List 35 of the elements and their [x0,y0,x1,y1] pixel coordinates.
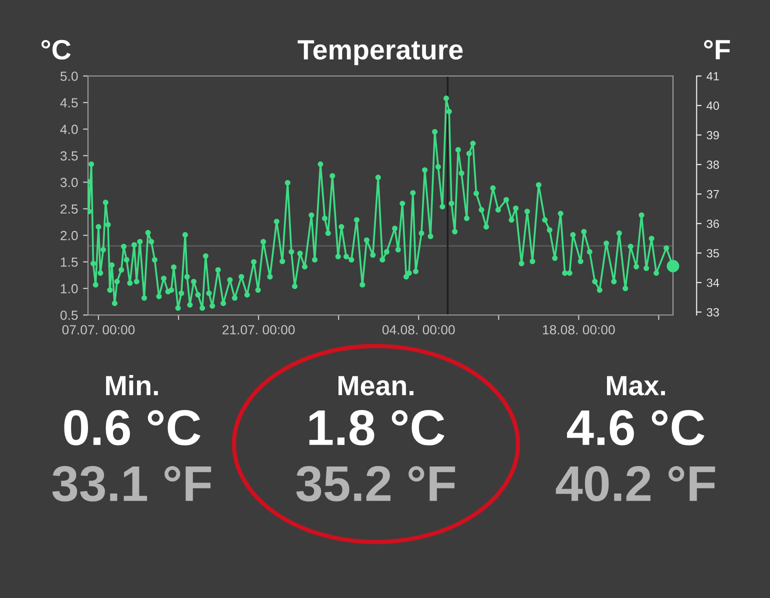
y-tick-label: 2.0 [60,230,78,240]
y-tick-label: 4.5 [60,98,78,108]
y2-tick-label: 40 [706,102,720,110]
x-tick-label: 04.08. 00:00 [382,325,455,334]
text: Max. [606,376,665,396]
y-tick-label: 4.0 [60,124,78,134]
text: 1.8 °C [309,410,444,446]
y2-tick-label: 33 [706,308,719,316]
y-tick-label: 3.5 [60,151,78,161]
y2-axis-title: °F [704,40,730,60]
text: 0.6 °C [64,410,200,446]
text: Min. [106,375,158,396]
x-tick-label: 18.08. 00:00 [543,325,615,334]
y2-tick-label: 35 [706,249,719,258]
y-tick-label: 0.5 [60,310,78,320]
x-tick-label: 21.07. 00:00 [222,325,295,334]
y2-tick-label: 39 [706,131,719,140]
y-tick-label: 5.0 [60,72,78,81]
y2-tick-label: 37 [706,190,719,198]
y-tick-label: 1.5 [60,258,78,267]
chart-title: Temperature [298,40,463,66]
y-tick-label: 3.0 [60,178,78,188]
text: Mean. [338,376,414,396]
x-tick-label: 07.07. 00:00 [62,325,135,334]
y-tick-label: 1.0 [60,284,78,294]
y2-tick-label: 38 [706,160,719,169]
y-axis-title: °C [41,40,71,60]
text: 40.2 °F [556,466,716,502]
text: 35.2 °F [296,466,456,502]
text: 4.6 °C [567,410,704,446]
y2-tick-label: 34 [706,278,720,287]
text: 33.1 °F [52,466,212,502]
y2-tick-label: 41 [706,72,719,80]
y2-tick-label: 36 [706,220,719,228]
y-tick-label: 2.5 [60,204,78,214]
